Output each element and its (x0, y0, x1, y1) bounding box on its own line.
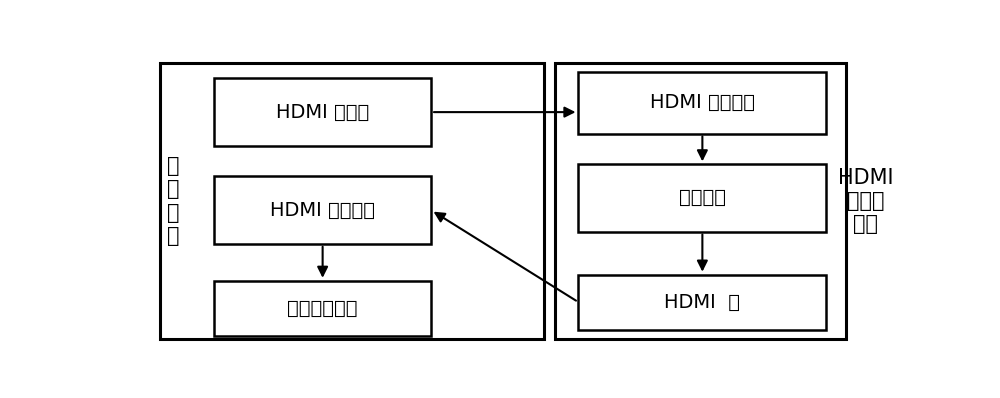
Bar (214, 176, 431, 244)
Text: HDMI 接收设备: HDMI 接收设备 (650, 94, 755, 112)
Bar (160, 63, 544, 339)
Text: HDMI
中继器
设备: HDMI 中继器 设备 (838, 168, 894, 234)
Text: 信号数据对比: 信号数据对比 (287, 299, 358, 318)
Bar (214, 281, 431, 336)
Bar (578, 275, 826, 330)
Text: HDMI 源设备: HDMI 源设备 (276, 103, 369, 122)
Bar (578, 164, 826, 232)
Text: 测
试
设
备: 测 试 设 备 (167, 156, 179, 246)
Text: HDMI 接收设备: HDMI 接收设备 (270, 201, 375, 220)
Text: HDMI  源: HDMI 源 (664, 293, 740, 312)
Bar (555, 63, 846, 339)
Text: 数据处理: 数据处理 (679, 188, 726, 207)
Bar (578, 72, 826, 134)
Bar (214, 78, 431, 146)
